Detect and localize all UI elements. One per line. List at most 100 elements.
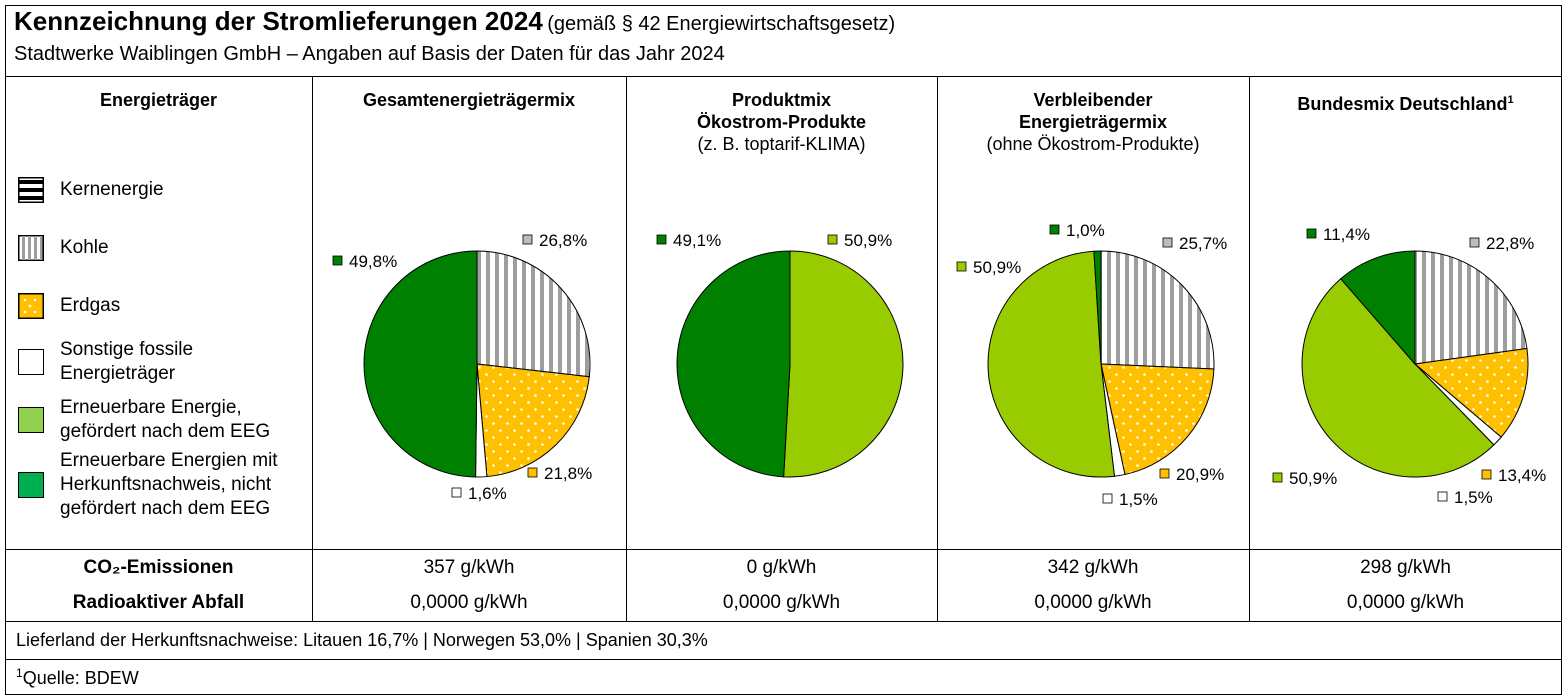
- pie-slice-kohle: [1414, 250, 1528, 365]
- swatch-white-icon: [18, 349, 44, 375]
- data-label-marker-icon: [656, 234, 667, 245]
- data-label: 50,9%: [1289, 469, 1337, 488]
- pie-slice-erdgas: [1413, 347, 1529, 438]
- column-header-line1: Verbleibender: [1033, 90, 1153, 110]
- footnote-marker: 1: [1507, 94, 1514, 106]
- column-header-line3: (z. B. toptarif-KLIMA): [697, 134, 866, 154]
- data-label-marker-icon: [827, 234, 838, 245]
- pie-slice-erdgas: [1100, 363, 1215, 476]
- column-divider: [312, 549, 313, 621]
- data-label-marker-icon: [332, 255, 343, 266]
- footnote-marker: 1: [16, 666, 23, 680]
- column-divider: [312, 76, 313, 549]
- data-label: 50,9%: [973, 258, 1021, 277]
- title-main: Kennzeichnung der Stromlieferungen 2024: [14, 6, 543, 36]
- divider-values: [5, 621, 1562, 622]
- column-header-text: Bundesmix Deutschland: [1297, 94, 1508, 114]
- row-label-co2: CO₂-Emissionen: [83, 557, 234, 578]
- column-header-line1: Produktmix: [731, 90, 832, 110]
- data-label: 26,8%: [539, 231, 587, 250]
- legend-item-kohle: Kohle: [18, 235, 109, 261]
- title-note: (gemäß § 42 Energiewirtschaftsgesetz): [547, 13, 896, 35]
- co2-value: 0 g/kWh: [746, 557, 817, 578]
- swatch-green-icon: [18, 472, 44, 498]
- origin-note: Lieferland der Herkunftsnachweise: Litau…: [16, 630, 708, 650]
- data-label: 22,8%: [1486, 234, 1534, 253]
- legend-item-sonstige: Sonstige fossile Energieträger: [18, 338, 278, 386]
- column-header-produktmix: Produktmix Ökostrom-Produkte (z. B. topt…: [626, 89, 937, 155]
- data-label-marker-icon: [1481, 469, 1492, 480]
- data-label: 1,0%: [1066, 221, 1105, 240]
- data-label-marker-icon: [1049, 224, 1060, 235]
- pie-slice-kohle: [1100, 250, 1215, 370]
- column-divider: [626, 549, 627, 621]
- data-label: 1,5%: [1454, 488, 1493, 507]
- swatch-horizontal-stripes-icon: [18, 177, 44, 203]
- legend-label: Erneuerbare Energien mit Herkunftsnachwe…: [60, 450, 278, 519]
- column-divider: [937, 76, 938, 549]
- column-header-line3: (ohne Ökostrom-Produkte): [986, 134, 1200, 154]
- column-header-line1: Bundesmix Deutschland1: [1249, 89, 1562, 115]
- swatch-light-green-icon: [18, 407, 44, 433]
- column-header-line1: Gesamtenergieträgermix: [362, 90, 576, 110]
- column-divider: [1249, 76, 1250, 549]
- column-header-bundesmix: Bundesmix Deutschland1: [1249, 89, 1562, 115]
- co2-value: 342 g/kWh: [1047, 557, 1139, 578]
- column-header-gesamtmix: Gesamtenergieträgermix: [312, 89, 626, 111]
- legend-label: Erneuerbare Energie, gefördert nach dem …: [60, 397, 271, 442]
- legend-header: Energieträger: [5, 89, 312, 111]
- data-label: 21,8%: [544, 464, 592, 483]
- data-label-marker-icon: [956, 261, 967, 272]
- data-label: 1,6%: [468, 484, 507, 503]
- data-label-marker-icon: [1306, 228, 1317, 239]
- column-divider: [937, 549, 938, 621]
- waste-value: 0,0000 g/kWh: [410, 592, 528, 613]
- data-label-marker-icon: [1469, 237, 1480, 248]
- data-label: 11,4%: [1323, 225, 1370, 244]
- legend-label: Kohle: [60, 237, 109, 258]
- column-header-verbleibend: Verbleibender Energieträgermix (ohne Öko…: [937, 89, 1249, 155]
- column-divider: [626, 76, 627, 549]
- legend-label: Erdgas: [60, 295, 121, 316]
- data-label: 50,9%: [844, 231, 892, 250]
- pie-slice-erneuerbare-energie-gefördert-nach-dem-eeg: [987, 250, 1116, 478]
- legend-item-erdgas: Erdgas: [18, 293, 120, 319]
- data-label-marker-icon: [451, 487, 462, 498]
- waste-value: 0,0000 g/kWh: [1346, 592, 1465, 613]
- pie-slice-erdgas: [476, 363, 590, 478]
- legend-item-kernenergie: Kernenergie: [18, 177, 164, 203]
- co2-value: 298 g/kWh: [1360, 557, 1451, 578]
- data-label-marker-icon: [1102, 493, 1113, 504]
- data-label-marker-icon: [1272, 472, 1283, 483]
- source-note: 1Quelle: BDEW: [16, 666, 139, 689]
- data-label-marker-icon: [1437, 491, 1448, 502]
- pie-slice-kohle: [476, 250, 591, 378]
- page-title: Kennzeichnung der Stromlieferungen 2024 …: [14, 6, 895, 37]
- swatch-vertical-stripes-icon: [18, 235, 44, 261]
- data-label: 25,7%: [1179, 234, 1227, 253]
- page-subtitle: Stadtwerke Waiblingen GmbH – Angaben auf…: [14, 43, 725, 65]
- legend-label: Kernenergie: [60, 179, 164, 200]
- pie-slice-erneuerbare-energie-gefördert-nach-dem-eeg: [1301, 278, 1495, 478]
- data-label: 13,4%: [1498, 466, 1546, 485]
- pie-slice-erneuerbare-energien-mit-herkunftsnachweis-nicht-gefördert-nach-dem-eeg: [363, 250, 478, 478]
- pie-slice-erneuerbare-energien-mit-herkunftsnachweis-nicht-gefördert-nach-dem-eeg: [676, 250, 791, 478]
- data-label-marker-icon: [527, 467, 538, 478]
- legend-item-herkunftsnachweis: Erneuerbare Energien mit Herkunftsnachwe…: [18, 449, 308, 521]
- co2-value: 357 g/kWh: [423, 557, 515, 578]
- legend-header-text: Energieträger: [99, 90, 218, 110]
- pie-slice-erneuerbare-energien-mit-herkunftsnachweis-nicht-gefördert-nach-dem-eeg: [1093, 250, 1102, 365]
- legend-item-eeg: Erneuerbare Energie, gefördert nach dem …: [18, 396, 308, 444]
- legend-label: Sonstige fossile Energieträger: [60, 339, 194, 384]
- data-label: 20,9%: [1176, 465, 1224, 484]
- swatch-dots-icon: [18, 293, 44, 319]
- data-label-marker-icon: [522, 234, 533, 245]
- row-label-waste: Radioaktiver Abfall: [72, 592, 245, 613]
- pie-slice-erneuerbare-energien-mit-herkunftsnachweis-nicht-gefördert-nach-dem-eeg: [1340, 250, 1416, 366]
- column-header-line2: Ökostrom-Produkte: [696, 112, 867, 132]
- data-label: 1,5%: [1119, 490, 1158, 509]
- divider-charts: [5, 549, 1562, 550]
- label-frame: [5, 5, 1562, 695]
- data-label-marker-icon: [1162, 237, 1173, 248]
